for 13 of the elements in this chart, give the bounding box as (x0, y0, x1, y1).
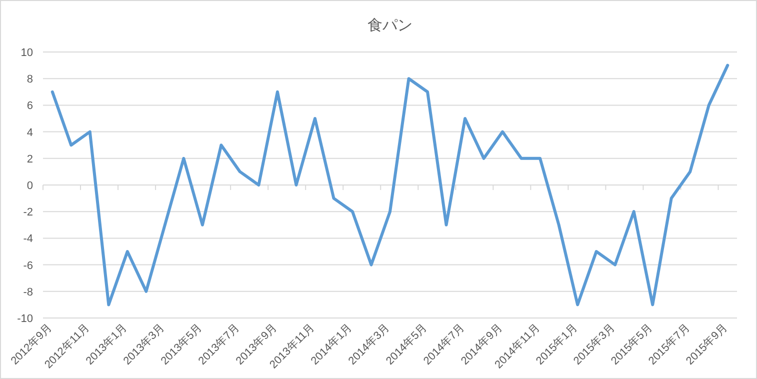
y-tick-label: -8 (23, 286, 33, 298)
chart-title: 食パン (368, 17, 412, 34)
y-tick-label: 2 (26, 153, 33, 166)
y-tick-label: 8 (26, 74, 33, 86)
y-tick-label: -6 (23, 260, 33, 272)
y-tick-label: 10 (20, 47, 33, 59)
y-tick-label: -2 (23, 206, 33, 219)
y-tick-label: -4 (23, 233, 33, 246)
line-series (50, 64, 730, 306)
y-tick-label: 6 (26, 100, 33, 112)
y-tick-label: -10 (17, 313, 33, 325)
y-tick-label: 0 (26, 180, 33, 192)
y-tick-label: 4 (26, 126, 33, 139)
